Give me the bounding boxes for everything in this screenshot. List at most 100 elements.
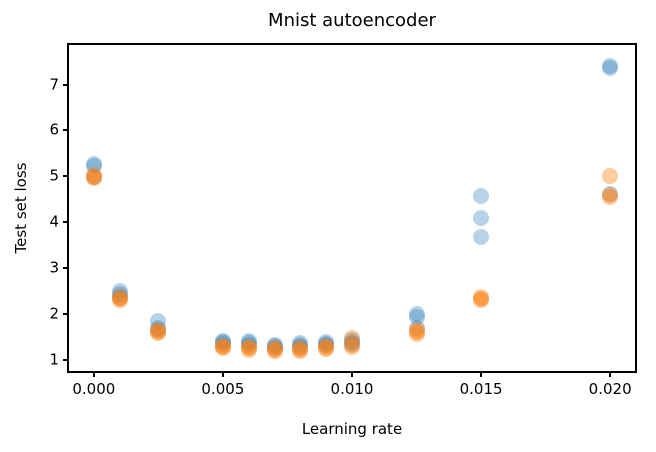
scatter-point-orange xyxy=(85,167,102,184)
scatter-point-blue xyxy=(214,336,231,353)
scatter-point-orange xyxy=(240,341,257,358)
scatter-point-blue xyxy=(292,338,309,355)
y-tick-label: 2 xyxy=(49,304,59,323)
scatter-point-orange xyxy=(602,167,619,184)
scatter-point-blue xyxy=(214,334,231,351)
scatter-point-blue xyxy=(292,337,309,354)
x-tick-label: 0.020 xyxy=(588,380,632,398)
scatter-point-orange xyxy=(602,189,619,206)
scatter-point-blue xyxy=(111,286,128,303)
scatter-point-orange xyxy=(408,321,425,338)
scatter-point-blue xyxy=(473,209,490,226)
y-tick-mark xyxy=(63,129,69,132)
scatter-point-blue xyxy=(240,337,257,354)
scatter-point-blue xyxy=(150,312,167,329)
scatter-point-orange xyxy=(292,341,309,358)
y-tick-label: 7 xyxy=(49,75,59,93)
y-tick-mark xyxy=(63,221,69,224)
scatter-point-orange xyxy=(240,340,257,357)
scatter-point-orange xyxy=(602,186,619,203)
chart-title: Mnist autoencoder xyxy=(268,10,436,31)
y-tick-label: 1 xyxy=(49,350,59,369)
scatter-point-orange xyxy=(150,323,167,340)
x-axis-label: Learning rate xyxy=(301,420,403,438)
scatter-point-orange xyxy=(266,342,283,359)
scatter-point-orange xyxy=(111,290,128,307)
scatter-point-blue xyxy=(292,335,309,352)
scatter-point-orange xyxy=(150,324,167,341)
x-tick-label: 0.010 xyxy=(330,380,374,398)
scatter-point-blue xyxy=(318,335,335,352)
scatter-point-orange xyxy=(292,339,309,356)
scatter-point-orange xyxy=(408,326,425,343)
scatter-point-blue xyxy=(602,185,619,202)
plot-area: 0.000 0.005 0.010 0.015 0.020 1 2 3 4 5 6 7 xyxy=(49,43,637,398)
scatter-point-blue xyxy=(85,158,102,175)
scatter-point-blue xyxy=(111,288,128,305)
scatter-point-orange xyxy=(408,324,425,341)
scatter-point-orange xyxy=(111,292,128,308)
scatter-point-orange xyxy=(85,170,102,187)
scatter-point-blue xyxy=(266,337,283,354)
x-tick-mark xyxy=(92,371,95,377)
scatter-point-blue xyxy=(214,332,231,349)
scatter-point-orange xyxy=(318,337,335,354)
scatter-point-blue xyxy=(266,338,283,355)
y-axis-ticks: 1 2 3 4 5 6 7 xyxy=(49,45,635,371)
scatter-point-orange xyxy=(344,330,360,347)
x-tick-mark xyxy=(480,371,483,377)
scatter-point-blue xyxy=(85,156,102,173)
scatter-point-orange xyxy=(318,339,335,356)
scatter-point-blue xyxy=(408,320,425,337)
scatter-point-blue xyxy=(318,333,335,350)
scatter-point-blue xyxy=(473,229,490,246)
scatter-point-orange xyxy=(473,289,490,306)
scatter-point-orange xyxy=(473,292,490,309)
scatter-point-blue xyxy=(408,305,425,322)
y-tick-mark xyxy=(63,313,69,316)
scatter-point-orange xyxy=(85,168,102,185)
scatter-point-blue xyxy=(318,337,335,354)
y-tick-label: 4 xyxy=(49,212,59,231)
y-tick-mark xyxy=(63,175,69,178)
y-axis-label: Test set loss xyxy=(12,162,30,254)
scatter-point-blue xyxy=(111,283,128,300)
scatter-point-orange xyxy=(240,338,257,355)
scatter-point-orange xyxy=(292,343,309,359)
scatter-point-orange xyxy=(344,339,360,356)
y-tick-label: 6 xyxy=(49,120,59,139)
x-tick-mark xyxy=(609,371,612,377)
x-tick-label: 0.015 xyxy=(459,380,503,398)
y-tick-mark xyxy=(63,267,69,270)
scatter-point-orange xyxy=(318,341,335,358)
scatter-point-blue xyxy=(344,333,360,350)
scatter-point-orange xyxy=(214,340,231,357)
scatter-point-orange xyxy=(344,336,360,353)
scatter-point-blue xyxy=(344,331,360,348)
scatter-point-orange xyxy=(473,291,490,308)
scatter-point-blue xyxy=(344,335,360,352)
scatter-point-blue xyxy=(240,335,257,352)
scatter-point-orange xyxy=(214,337,231,354)
scatter-point-blue xyxy=(240,333,257,350)
scatter-point-orange xyxy=(111,289,128,306)
scatter-point-orange xyxy=(214,339,231,356)
scatter-point-orange xyxy=(266,341,283,358)
y-tick-mark xyxy=(63,359,69,362)
y-tick-label: 3 xyxy=(49,258,59,277)
scatter-point-orange xyxy=(266,340,283,357)
x-axis-ticks: 0.000 0.005 0.010 0.015 0.020 xyxy=(69,45,635,398)
x-tick-label: 0.000 xyxy=(72,380,116,398)
scatter-point-blue xyxy=(602,58,619,75)
scatter-point-blue xyxy=(85,169,102,186)
scatter-point-blue xyxy=(266,339,283,356)
scatter-point-blue xyxy=(473,187,490,204)
scatter-point-orange xyxy=(150,322,167,339)
y-tick-label: 5 xyxy=(49,166,59,185)
x-tick-mark xyxy=(351,371,353,377)
scatter-point-blue xyxy=(150,321,167,338)
scatter-point-blue xyxy=(150,320,167,337)
points-layer xyxy=(69,45,635,371)
y-tick-mark xyxy=(63,83,69,86)
